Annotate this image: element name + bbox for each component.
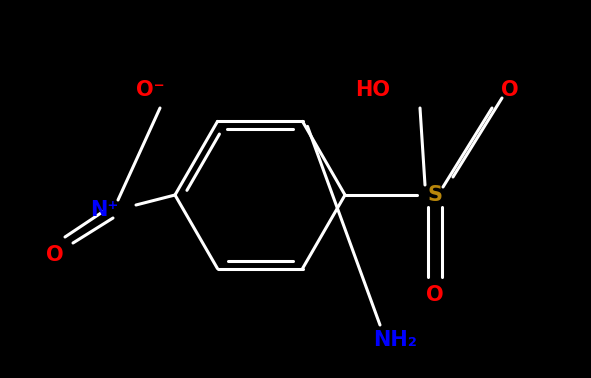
Text: O: O bbox=[501, 80, 519, 100]
Text: S: S bbox=[427, 185, 443, 205]
Text: N⁺: N⁺ bbox=[90, 200, 118, 220]
Text: HO: HO bbox=[355, 80, 390, 100]
Text: O⁻: O⁻ bbox=[136, 80, 164, 100]
Text: O: O bbox=[426, 285, 444, 305]
Text: NH₂: NH₂ bbox=[373, 330, 417, 350]
Text: O: O bbox=[46, 245, 64, 265]
